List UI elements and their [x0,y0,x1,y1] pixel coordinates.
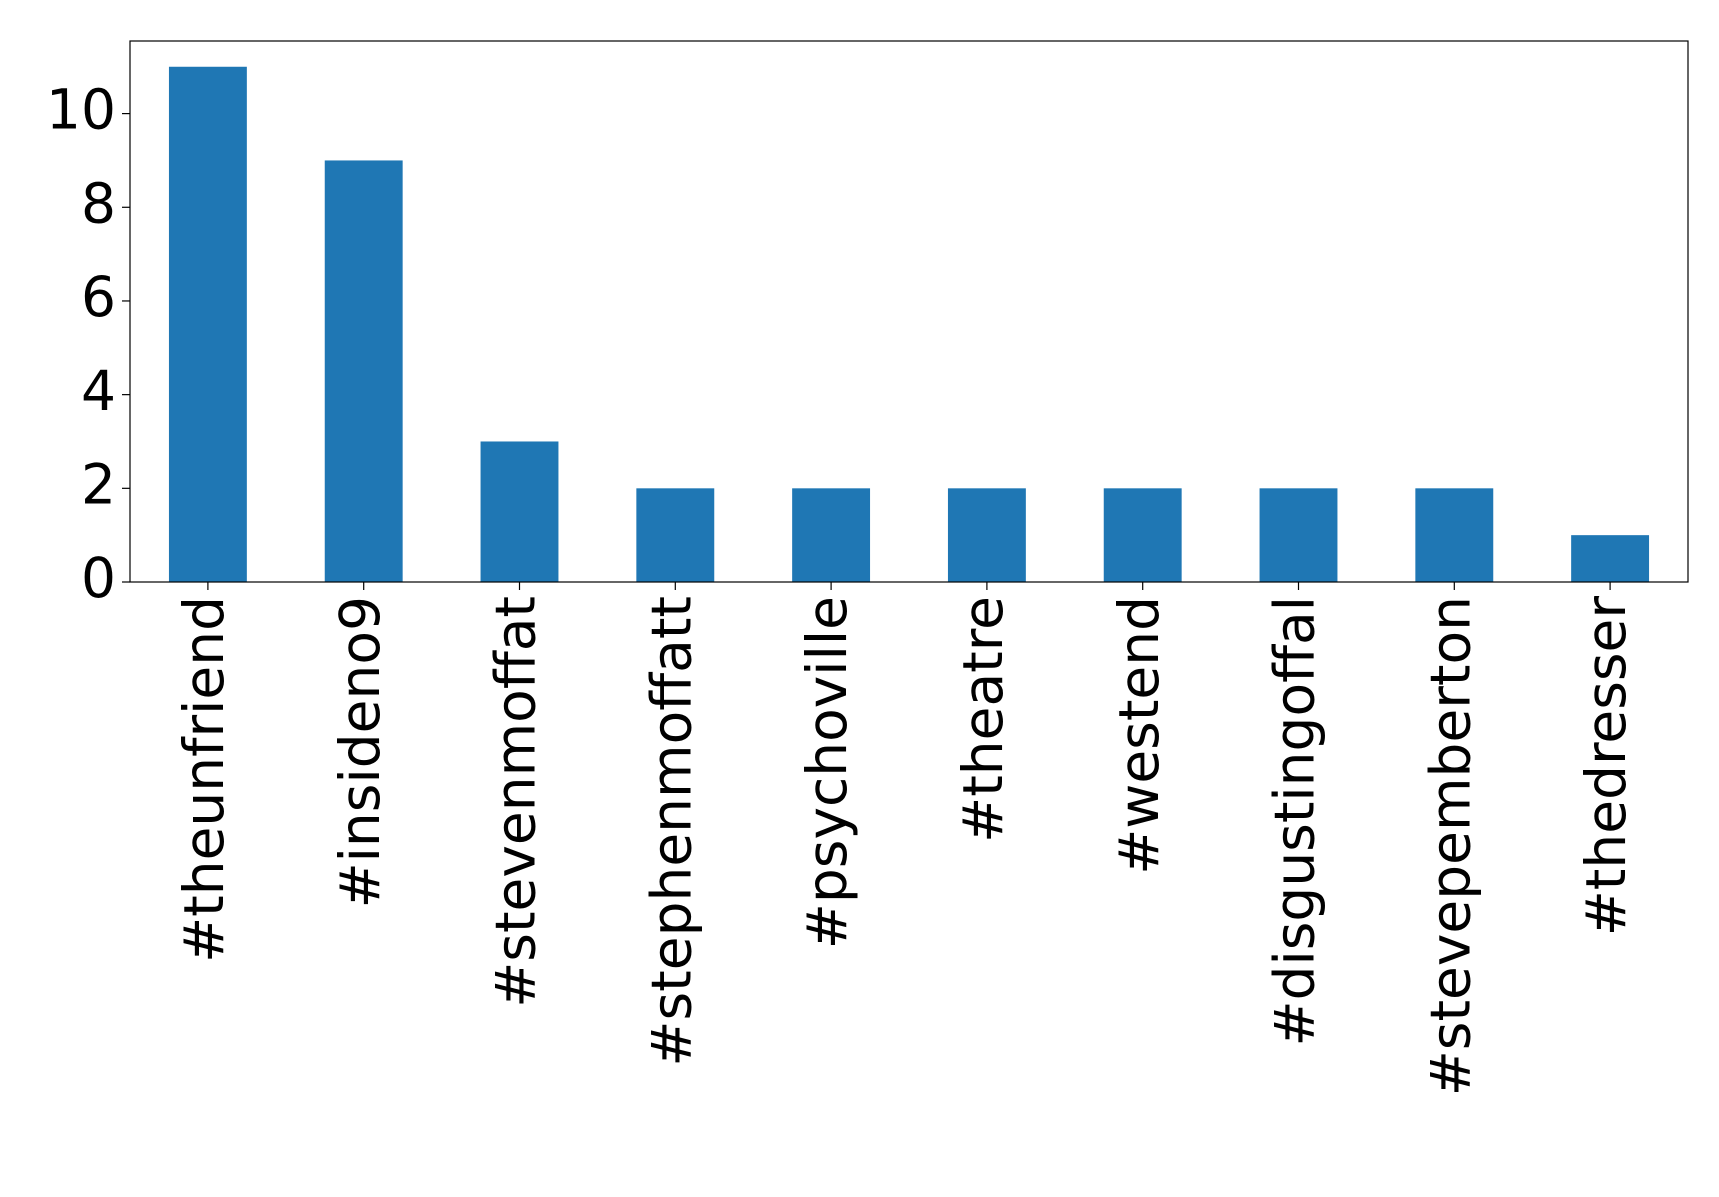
x-tick-label: #theatre [951,596,1015,843]
y-tick-label: 6 [81,265,116,329]
bar [1571,535,1650,582]
bar [324,160,403,582]
bar [1259,488,1338,582]
x-tick-label: #insideno9 [328,596,392,908]
x-tick-label: #stephenmoffatt [639,596,703,1067]
bar [168,66,247,582]
y-tick-label: 8 [81,171,116,235]
x-tick-label: #westend [1107,596,1171,875]
bar [1103,488,1182,582]
y-tick-label: 2 [81,452,116,516]
bar [947,488,1026,582]
bar [636,488,715,582]
x-tick-label: #thedresser [1574,596,1638,937]
x-tick-label: #theunfriend [172,596,236,963]
x-tick-label: #disgustingoffal [1263,596,1327,1047]
y-tick-label: 0 [81,546,116,610]
bar [1415,488,1494,582]
bar [792,488,871,582]
x-tick-label: #stevepemberton [1418,596,1482,1096]
x-tick-label: #psychoville [795,596,859,949]
y-tick-label: 4 [81,359,116,423]
plot-frame [129,40,1689,583]
bar [480,441,559,582]
y-tick-label: 10 [46,78,116,142]
x-tick-label: #stevenmoffat [484,596,548,1008]
